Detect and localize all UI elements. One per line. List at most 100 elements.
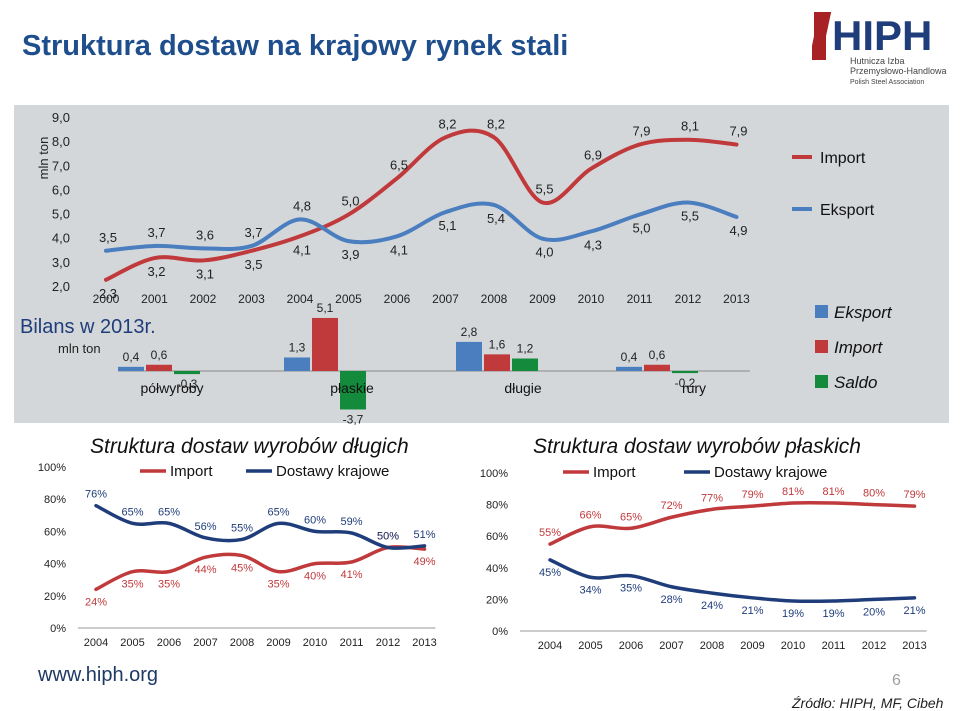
pct-y-tick: 40%: [44, 559, 66, 571]
pct-data-label: 41%: [340, 569, 362, 581]
balance-category-label: rury: [682, 380, 706, 396]
balance-legend-label: Eksport: [834, 303, 893, 322]
top-data-label: 3,2: [147, 264, 165, 279]
top-data-label: 3,9: [341, 247, 359, 262]
pct-x-tick: 2012: [862, 640, 886, 652]
flat-chart-title: Struktura dostaw wyrobów płaskich: [533, 435, 861, 458]
balance-bar: [644, 364, 670, 371]
pct-data-label: 49%: [413, 556, 435, 568]
top-x-tick: 2007: [432, 292, 459, 306]
pct-x-tick: 2010: [781, 640, 805, 652]
balance-bar: [340, 371, 366, 410]
balance-bar-label: 1,6: [489, 337, 506, 351]
top-y-tick: 5,0: [52, 207, 70, 222]
pct-data-label: 81%: [782, 486, 804, 498]
balance-bar: [174, 371, 200, 375]
top-legend-label: Import: [820, 150, 866, 167]
top-data-label: 8,2: [438, 116, 456, 131]
top-data-label: 5,1: [438, 218, 456, 233]
balance-legend-swatch: [815, 375, 828, 388]
balance-bar-label: 0,4: [621, 350, 638, 364]
pct-data-label: 56%: [194, 521, 216, 533]
pct-data-label: 45%: [539, 567, 561, 579]
balance-bar: [456, 341, 482, 371]
long-x-ticks: 2004 2005 2006 2007 2008 2009 2010 2011 2012 2013: [84, 637, 437, 649]
pct-y-tick: 100%: [480, 468, 508, 480]
top-x-ticks: 2000 2001 2002 2003 2004 2005 2006 2007 2008 2009…: [93, 292, 751, 306]
top-data-label: 3,7: [244, 225, 262, 240]
long-data-labels: 24% 35% 35% 44% 45% 35% 40% 41% 50% 49% 76% 65% 65% 5…: [85, 489, 436, 609]
top-y-tick: 7,0: [52, 158, 70, 173]
pct-data-label: 35%: [267, 579, 289, 591]
top-data-label: 5,4: [487, 211, 505, 226]
pct-x-tick: 2005: [578, 640, 602, 652]
top-x-tick: 2012: [675, 292, 702, 306]
top-data-label: 4,0: [535, 245, 553, 260]
flat-y-ticks: 0% 20% 40% 60% 80% 100%: [480, 468, 927, 638]
balance-bar: [284, 357, 310, 371]
top-y-axis-label: mln ton: [36, 137, 51, 180]
balance-category-label: półwyroby: [140, 380, 203, 396]
balance-legend-swatch: [815, 305, 828, 318]
logo-line2: Przemysłowo-Handlowa: [850, 66, 947, 76]
top-series-line: [104, 200, 739, 253]
balance-bar-label: 2,8: [461, 325, 478, 339]
top-y-tick: 9,0: [52, 110, 70, 125]
pct-data-label: 21%: [741, 605, 763, 617]
top-data-label: 5,0: [341, 194, 359, 209]
pct-x-tick: 2012: [376, 637, 400, 649]
pct-x-tick: 2007: [659, 640, 683, 652]
long-series-lines: [94, 503, 427, 592]
balance-bar: [512, 358, 538, 371]
pct-series-line: [94, 545, 427, 592]
top-x-tick: 2001: [141, 292, 168, 306]
top-data-label: 6,9: [584, 148, 602, 163]
top-data-label: 2,3: [99, 286, 117, 301]
top-y-tick: 2,0: [52, 279, 70, 294]
pct-data-label: 65%: [620, 511, 642, 523]
top-x-tick: 2006: [384, 292, 411, 306]
pct-x-tick: 2006: [619, 640, 643, 652]
balance-bar-label: 0,4: [123, 350, 140, 364]
pct-x-tick: 2010: [303, 637, 327, 649]
top-x-tick: 2004: [287, 292, 314, 306]
balance-bar-label: 0,6: [151, 348, 168, 362]
balance-bar: [146, 364, 172, 371]
top-data-label: 3,5: [99, 230, 117, 245]
pct-data-label: 45%: [231, 563, 253, 575]
pct-data-label: 34%: [579, 584, 601, 596]
top-data-label: 3,5: [244, 257, 262, 272]
pct-y-tick: 0%: [50, 623, 66, 635]
logo-line1: Hutnicza Izba: [850, 56, 905, 66]
top-legend: Import Eksport: [792, 150, 875, 219]
top-data-label: 4,8: [293, 198, 311, 213]
top-data-label: 5,5: [535, 182, 553, 197]
pct-data-label: 24%: [85, 596, 107, 608]
pct-data-label: 35%: [121, 579, 143, 591]
footer-url[interactable]: www.hiph.org: [38, 664, 159, 686]
pct-data-label: 79%: [741, 489, 763, 501]
top-data-label: 5,5: [681, 209, 699, 224]
pct-data-label: 19%: [822, 608, 844, 620]
balance-bar-label: -0,2: [675, 376, 696, 390]
pct-legend-label: Dostawy krajowe: [714, 464, 827, 481]
pct-series-line: [548, 500, 917, 546]
top-x-tick: 2008: [481, 292, 508, 306]
balance-bar-label: -3,7: [343, 412, 364, 426]
flat-legend: Import Dostawy krajowe: [563, 464, 827, 481]
top-y-tick: 3,0: [52, 255, 70, 270]
pct-data-label: 66%: [579, 510, 601, 522]
balance-bars: 0,4 1,3 2,8 0,4 0,6 5,1 1,6 0,6 -0,3 -3,7 1,2 -0,2: [118, 301, 698, 426]
top-data-label: 8,2: [487, 116, 505, 131]
pct-data-label: 65%: [121, 506, 143, 518]
logo-text: HIPH: [832, 12, 932, 59]
pct-x-tick: 2011: [822, 640, 846, 652]
pct-data-label: 50%: [377, 531, 399, 543]
pct-data-label: 81%: [822, 486, 844, 498]
pct-legend-label: Dostawy krajowe: [276, 463, 389, 480]
pct-y-tick: 80%: [44, 494, 66, 506]
page-title: Struktura dostaw na krajowy rynek stali: [22, 30, 569, 62]
pct-data-label: 20%: [863, 606, 885, 618]
top-x-tick: 2011: [627, 292, 653, 306]
top-data-label: 8,1: [681, 119, 699, 134]
